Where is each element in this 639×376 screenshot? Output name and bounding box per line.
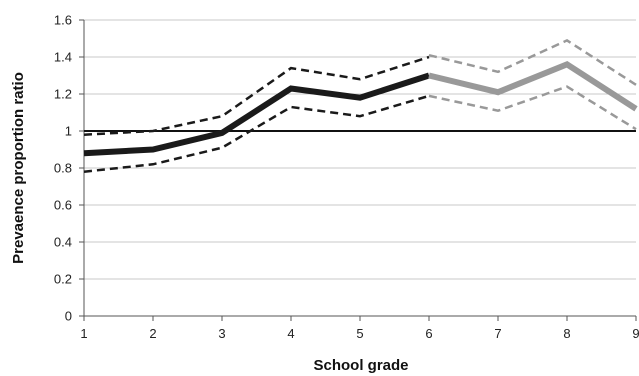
series-estimate-line-0 bbox=[83, 72, 430, 157]
x-axis-title: School grade bbox=[313, 357, 408, 374]
x-tick-label: 3 bbox=[218, 326, 225, 341]
x-tick-label: 1 bbox=[80, 326, 87, 341]
series-estimate-line-3 bbox=[428, 61, 638, 112]
series-upper-ci-line-4 bbox=[428, 38, 637, 86]
y-tick-label: 0.6 bbox=[54, 198, 72, 213]
x-tick-label: 8 bbox=[563, 326, 570, 341]
y-tick-label: 1.6 bbox=[54, 13, 72, 28]
y-axis-title: Prevaence proportion ratio bbox=[10, 72, 27, 264]
y-tick-label: 0.4 bbox=[54, 235, 72, 250]
y-tick-label: 1.2 bbox=[54, 87, 72, 102]
series-lower-ci-line-5 bbox=[428, 85, 637, 131]
y-tick-label: 1 bbox=[65, 124, 72, 139]
gridlines bbox=[84, 19, 636, 280]
series-lower-ci-line-2 bbox=[83, 94, 430, 173]
series-layer bbox=[83, 38, 638, 173]
x-tick-label: 7 bbox=[494, 326, 501, 341]
x-tick-label: 2 bbox=[149, 326, 156, 341]
tick-labels: 0 0.2 0.4 0.6 0.8 1 1.2 1.4 1.6 1 2 3 4 5 6 7 8 9 bbox=[54, 13, 639, 342]
x-tick-label: 6 bbox=[425, 326, 432, 341]
y-tick-label: 1.4 bbox=[54, 50, 72, 65]
x-tick-label: 4 bbox=[287, 326, 294, 341]
axes bbox=[79, 19, 637, 321]
y-tick-label: 0.2 bbox=[54, 272, 72, 287]
x-tick-label: 5 bbox=[356, 326, 363, 341]
series-upper-ci-line-1 bbox=[83, 55, 430, 136]
x-tick-label: 9 bbox=[632, 326, 639, 341]
y-tick-label: 0 bbox=[65, 309, 72, 324]
y-tick-label: 0.8 bbox=[54, 161, 72, 176]
